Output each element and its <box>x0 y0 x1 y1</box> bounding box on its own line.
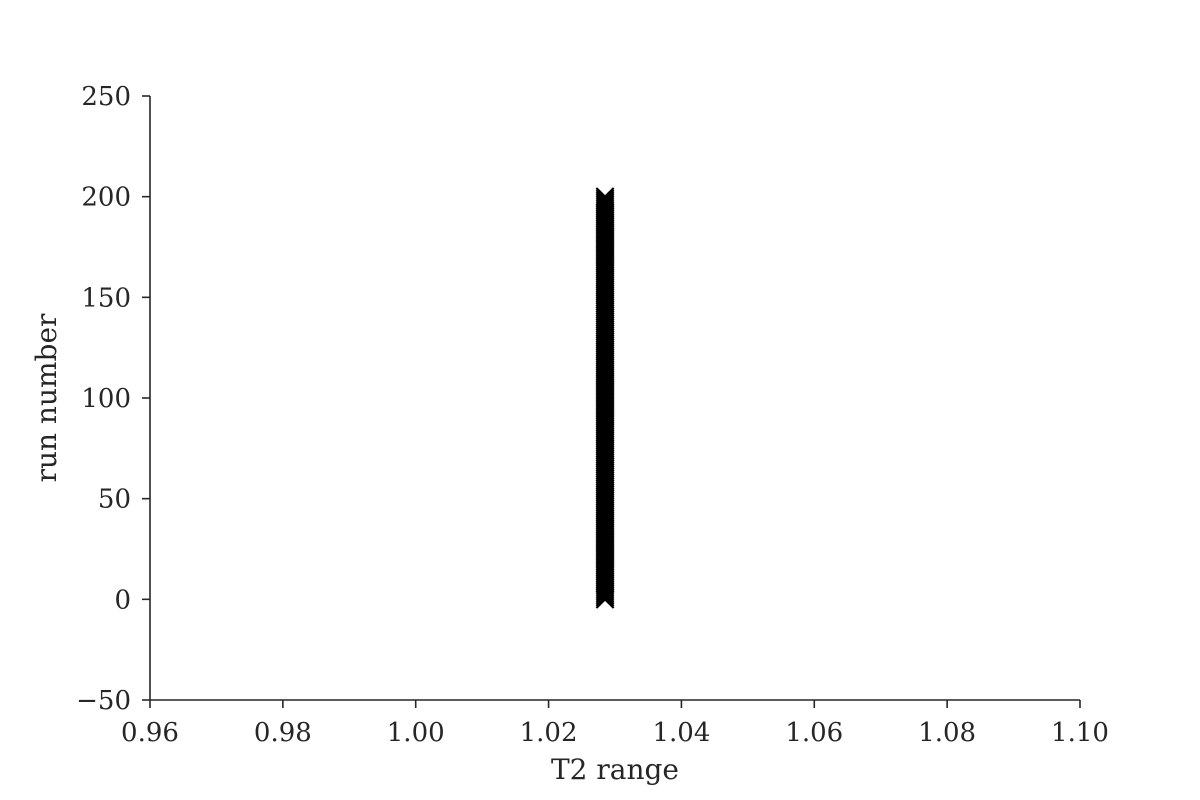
x-axis-label: T2 range <box>551 753 679 786</box>
data-point <box>595 193 615 213</box>
data-point <box>595 189 615 209</box>
y-tick-label: 0 <box>114 585 131 615</box>
x-tick-label: 1.06 <box>785 718 843 748</box>
y-tick-label: 200 <box>81 183 131 213</box>
x-tick-label: 0.96 <box>121 718 179 748</box>
y-tick-label: −50 <box>76 686 131 716</box>
x-tick-label: 1.04 <box>652 718 710 748</box>
x-tick-label: 1.02 <box>520 718 578 748</box>
ticks: 0.96 0.98 1.00 1.02 1.04 1.06 1.08 1.10 −50 0 50 10… <box>76 82 1109 748</box>
y-tick-label: 100 <box>81 384 131 414</box>
data-point <box>595 195 615 215</box>
data-point <box>595 191 615 211</box>
x-tick-label: 1.10 <box>1051 718 1109 748</box>
x-tick-label: 0.98 <box>254 718 312 748</box>
data-point <box>595 187 615 207</box>
y-tick-label: 50 <box>98 485 131 515</box>
y-tick-label: 150 <box>81 283 131 313</box>
data-marks <box>595 187 615 609</box>
x-tick-label: 1.08 <box>918 718 976 748</box>
x-tick-label: 1.00 <box>387 718 445 748</box>
y-tick-label: 250 <box>81 82 131 112</box>
y-axis-label: run number <box>30 313 63 482</box>
